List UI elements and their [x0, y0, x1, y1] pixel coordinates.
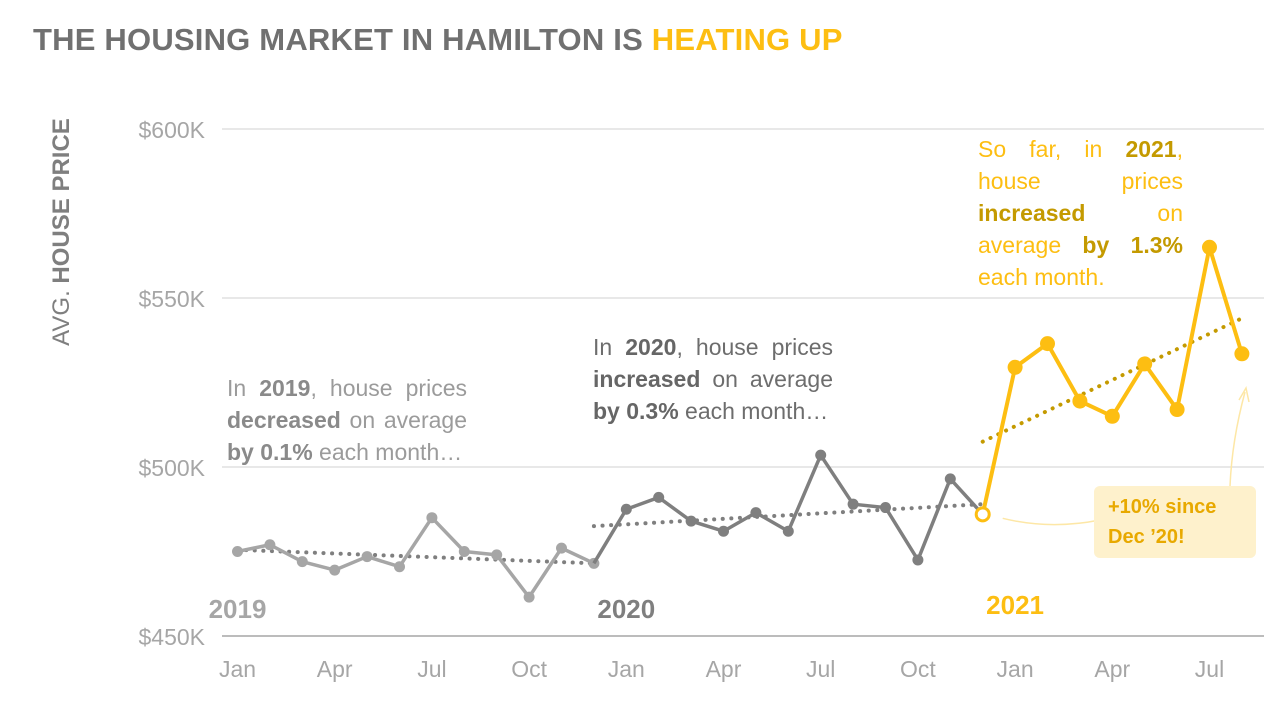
annotation-2019-rate: by 0.1%: [227, 439, 313, 465]
callout-arrow: [1229, 391, 1246, 487]
data-point-2021: [1137, 356, 1153, 372]
annotation-2021-rate: by 1.3%: [1082, 232, 1183, 258]
annotation-2019: In 2019, house prices decreased on avera…: [227, 372, 467, 468]
data-point-2019: [264, 539, 276, 551]
annotation-2019-text: In: [227, 375, 260, 401]
annotation-2019-text: on average: [340, 407, 467, 433]
data-point-2020: [912, 554, 924, 566]
y-tick-label: $600K: [138, 117, 205, 143]
data-point-dec-2020: [974, 506, 991, 523]
annotation-2020-direction: increased: [593, 366, 701, 392]
data-point-2019: [361, 551, 373, 563]
data-point-2019: [329, 564, 341, 576]
data-point-2021: [1169, 402, 1185, 418]
x-tick-label: Oct: [511, 656, 547, 682]
data-point-2020: [750, 507, 762, 519]
annotation-2020-text: on average: [700, 366, 833, 392]
y-tick-label: $500K: [138, 455, 205, 481]
x-tick-label: Oct: [900, 656, 936, 682]
data-point-2021: [1104, 408, 1120, 424]
data-point-2019: [232, 546, 243, 557]
series-line-2019: [237, 515, 595, 599]
callout-connector: [1002, 517, 1101, 526]
data-point-2021: [1234, 346, 1250, 362]
trendline-2019: [235, 547, 596, 566]
data-point-2020: [653, 491, 665, 503]
data-point-2020: [815, 449, 827, 461]
annotation-2021-text: each month.: [978, 264, 1105, 290]
annotation-2020-year: 2020: [625, 334, 677, 360]
x-tick-label: Apr: [706, 656, 742, 682]
annotation-2020: In 2020, house prices increased on avera…: [593, 331, 833, 427]
annotation-2019-text: each month…: [312, 439, 463, 465]
x-tick-label: Apr: [317, 656, 353, 682]
callout-box: +10% since Dec ’20!: [1094, 486, 1256, 558]
annotation-2021-year: 2021: [1125, 136, 1177, 162]
trendline-2021: [980, 316, 1244, 444]
annotation-2019-year: 2019: [259, 375, 311, 401]
annotation-2019-direction: decreased: [227, 407, 341, 433]
data-point-2020: [685, 515, 697, 527]
data-point-2019: [426, 512, 438, 524]
data-point-2021: [1040, 336, 1055, 352]
data-point-2019: [491, 549, 503, 561]
data-point-2020: [620, 503, 632, 515]
x-tick-label: Jul: [1195, 656, 1224, 682]
data-point-2020: [880, 502, 891, 514]
annotation-2021-text: So far, in: [978, 136, 1126, 162]
x-tick-label: Jan: [608, 656, 645, 682]
x-tick-label: Jul: [417, 656, 446, 682]
x-tick-label: Apr: [1094, 656, 1130, 682]
annotation-2020-text: In: [593, 334, 626, 360]
annotation-2020-rate: by 0.3%: [593, 398, 679, 424]
data-point-2020: [847, 498, 859, 510]
y-tick-label: $450K: [138, 624, 205, 650]
title-highlight: HEATING UP: [651, 22, 843, 57]
annotation-2020-text: each month…: [678, 398, 829, 424]
annotation-2021-text: , house prices: [978, 136, 1183, 194]
data-point-2020: [718, 525, 729, 537]
data-point-2021: [1072, 393, 1088, 409]
annotation-2021-text: on average: [978, 200, 1183, 258]
data-point-2019: [458, 546, 470, 557]
callout-arrowhead: [1238, 385, 1250, 403]
title-main: THE HOUSING MARKET IN HAMILTON IS: [33, 22, 652, 57]
data-point-2020: [782, 525, 794, 537]
x-tick-label: Jan: [997, 656, 1034, 682]
year-label-2020: 2020: [597, 594, 655, 624]
data-point-2021: [1007, 359, 1023, 375]
callout-line-2: Dec ’20!: [1108, 526, 1185, 548]
series-line-2020: [592, 453, 984, 565]
trendline-2020: [591, 502, 985, 529]
year-label-2019: 2019: [209, 594, 267, 624]
data-point-2019: [523, 591, 535, 603]
y-tick-label: $550K: [138, 286, 205, 312]
annotation-2021: So far, in 2021, house prices increased …: [978, 133, 1183, 293]
chart-title: THE HOUSING MARKET IN HAMILTON IS HEATIN…: [33, 22, 843, 58]
data-point-2021: [1202, 239, 1217, 255]
year-label-2021: 2021: [986, 590, 1044, 620]
annotation-2019-text: , house prices: [310, 375, 467, 401]
data-point-2019: [394, 561, 405, 573]
data-point-2020: [944, 473, 956, 485]
data-point-2019: [296, 556, 308, 568]
annotation-2021-direction: increased: [978, 200, 1086, 226]
data-point-2019: [556, 542, 567, 554]
x-tick-label: Jul: [806, 656, 835, 682]
callout-line-1: +10% since: [1108, 496, 1217, 518]
x-tick-label: Jan: [219, 656, 256, 682]
annotation-2020-text: , house prices: [676, 334, 833, 360]
